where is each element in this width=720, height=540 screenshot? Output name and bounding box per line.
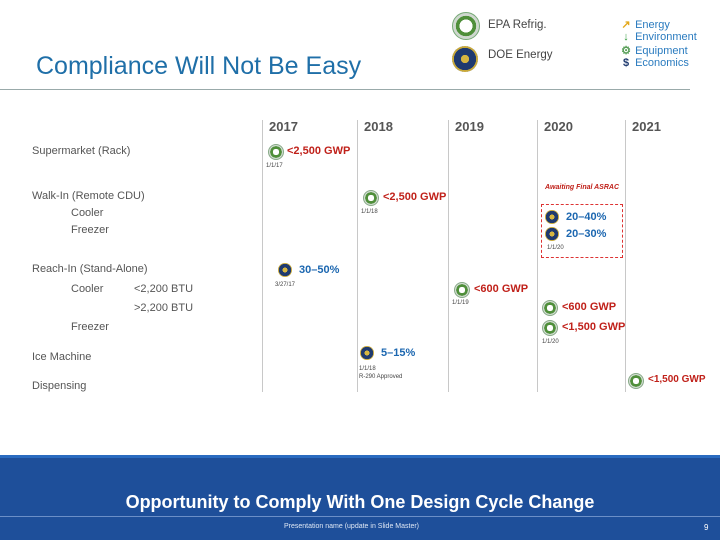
- year-2017: 2017: [269, 119, 298, 134]
- epa-seal-icon: [628, 373, 644, 389]
- epa-seal-icon: [454, 282, 470, 298]
- slide-title: Compliance Will Not Be Easy: [36, 52, 362, 80]
- event-reach-in-2017: 30–50%: [299, 264, 340, 276]
- year-2019: 2019: [455, 119, 484, 134]
- event-date: 1/1/18: [361, 209, 378, 215]
- timeline-divider: [537, 120, 538, 392]
- doe-seal-icon: [360, 346, 374, 360]
- doe-seal-icon: [278, 263, 292, 277]
- legend-equipment: ⚙ Equipment: [620, 44, 688, 57]
- epa-seal-icon: [452, 12, 480, 40]
- row-walk-in-cooler: Cooler: [71, 207, 104, 219]
- row-walk-in-freezer: Freezer: [71, 224, 109, 236]
- event-walk-in-cooler-2020: 20–40%: [566, 211, 607, 223]
- timeline-divider: [448, 120, 449, 392]
- doe-seal-icon: [545, 210, 559, 224]
- footer-banner: Opportunity to Comply With One Design Cy…: [125, 492, 595, 512]
- economics-dollar-icon: $: [622, 57, 630, 69]
- epa-seal-icon: [542, 300, 558, 316]
- legend-environment-label: Environment: [635, 31, 697, 43]
- row-reach-in-large: >2,200 BTU: [134, 302, 194, 314]
- event-date: 1/1/19: [452, 300, 469, 306]
- event-walk-in-2018: <2,500 GWP: [383, 191, 447, 203]
- epa-seal-icon: [363, 190, 379, 206]
- row-supermarket: Supermarket (Rack): [32, 145, 131, 157]
- timeline-divider: [262, 120, 263, 392]
- doe-seal-icon: [452, 46, 478, 72]
- legend-energy-label: Energy: [635, 19, 670, 31]
- event-date: 1/1/20: [547, 245, 564, 251]
- timeline-divider: [357, 120, 358, 392]
- year-2018: 2018: [364, 119, 393, 134]
- event-reach-in-2019: <600 GWP: [474, 283, 529, 295]
- footer-accent: [0, 455, 720, 458]
- epa-refrig-label: EPA Refrig.: [488, 19, 547, 31]
- legend-economics-label: Economics: [635, 57, 689, 69]
- event-date: 1/1/18: [359, 366, 376, 372]
- event-date: 1/1/20: [542, 339, 559, 345]
- event-walk-in-freezer-2020: 20–30%: [566, 228, 607, 240]
- timeline-divider: [625, 120, 626, 392]
- page-number: 9: [704, 523, 709, 532]
- event-dispensing-2021: <1,500 GWP: [648, 374, 706, 385]
- event-supermarket-2017: <2,500 GWP: [287, 145, 351, 157]
- row-reach-in-small: <2,200 BTU: [134, 283, 194, 295]
- year-2020: 2020: [544, 119, 573, 134]
- environment-arrow-icon: ↓: [623, 31, 629, 43]
- doe-energy-label: DOE Energy: [488, 49, 553, 61]
- equipment-gear-icon: ⚙: [621, 45, 631, 57]
- epa-seal-icon: [268, 144, 284, 160]
- footer-bar: [0, 455, 720, 540]
- event-reach-in-2020-b: <1,500 GWP: [562, 321, 626, 333]
- epa-seal-icon: [542, 320, 558, 336]
- ashrac-note: Awaiting Final ASRAC: [544, 184, 620, 191]
- header-divider: [0, 89, 690, 90]
- row-reach-in-freezer: Freezer: [71, 321, 109, 333]
- footer-presentation-name: Presentation name (update in Slide Maste…: [284, 523, 420, 530]
- event-date: 3/27/17: [275, 282, 296, 288]
- row-ice-machine: Ice Machine: [32, 351, 92, 363]
- row-reach-in-cooler: Cooler: [71, 283, 104, 295]
- legend-economics: $ Economics: [620, 57, 689, 69]
- row-dispensing: Dispensing: [32, 380, 87, 392]
- event-reach-in-2020-a: <600 GWP: [562, 301, 617, 313]
- event-ice-2018: 5–15%: [381, 347, 416, 359]
- energy-arrow-icon: ↗: [621, 19, 631, 31]
- legend-equipment-label: Equipment: [635, 45, 688, 57]
- doe-seal-icon: [545, 227, 559, 241]
- event-note: R-290 Approved: [359, 374, 403, 380]
- ashrac-box: [541, 204, 623, 258]
- row-reach-in: Reach-In (Stand-Alone): [32, 263, 148, 275]
- legend-environment: ↓ Environment: [620, 31, 697, 43]
- event-date: 1/1/17: [266, 163, 283, 169]
- legend-energy: ↗ Energy: [620, 18, 670, 31]
- year-2021: 2021: [632, 119, 661, 134]
- row-walk-in: Walk-In (Remote CDU): [32, 190, 145, 202]
- footer-divider: [0, 516, 720, 517]
